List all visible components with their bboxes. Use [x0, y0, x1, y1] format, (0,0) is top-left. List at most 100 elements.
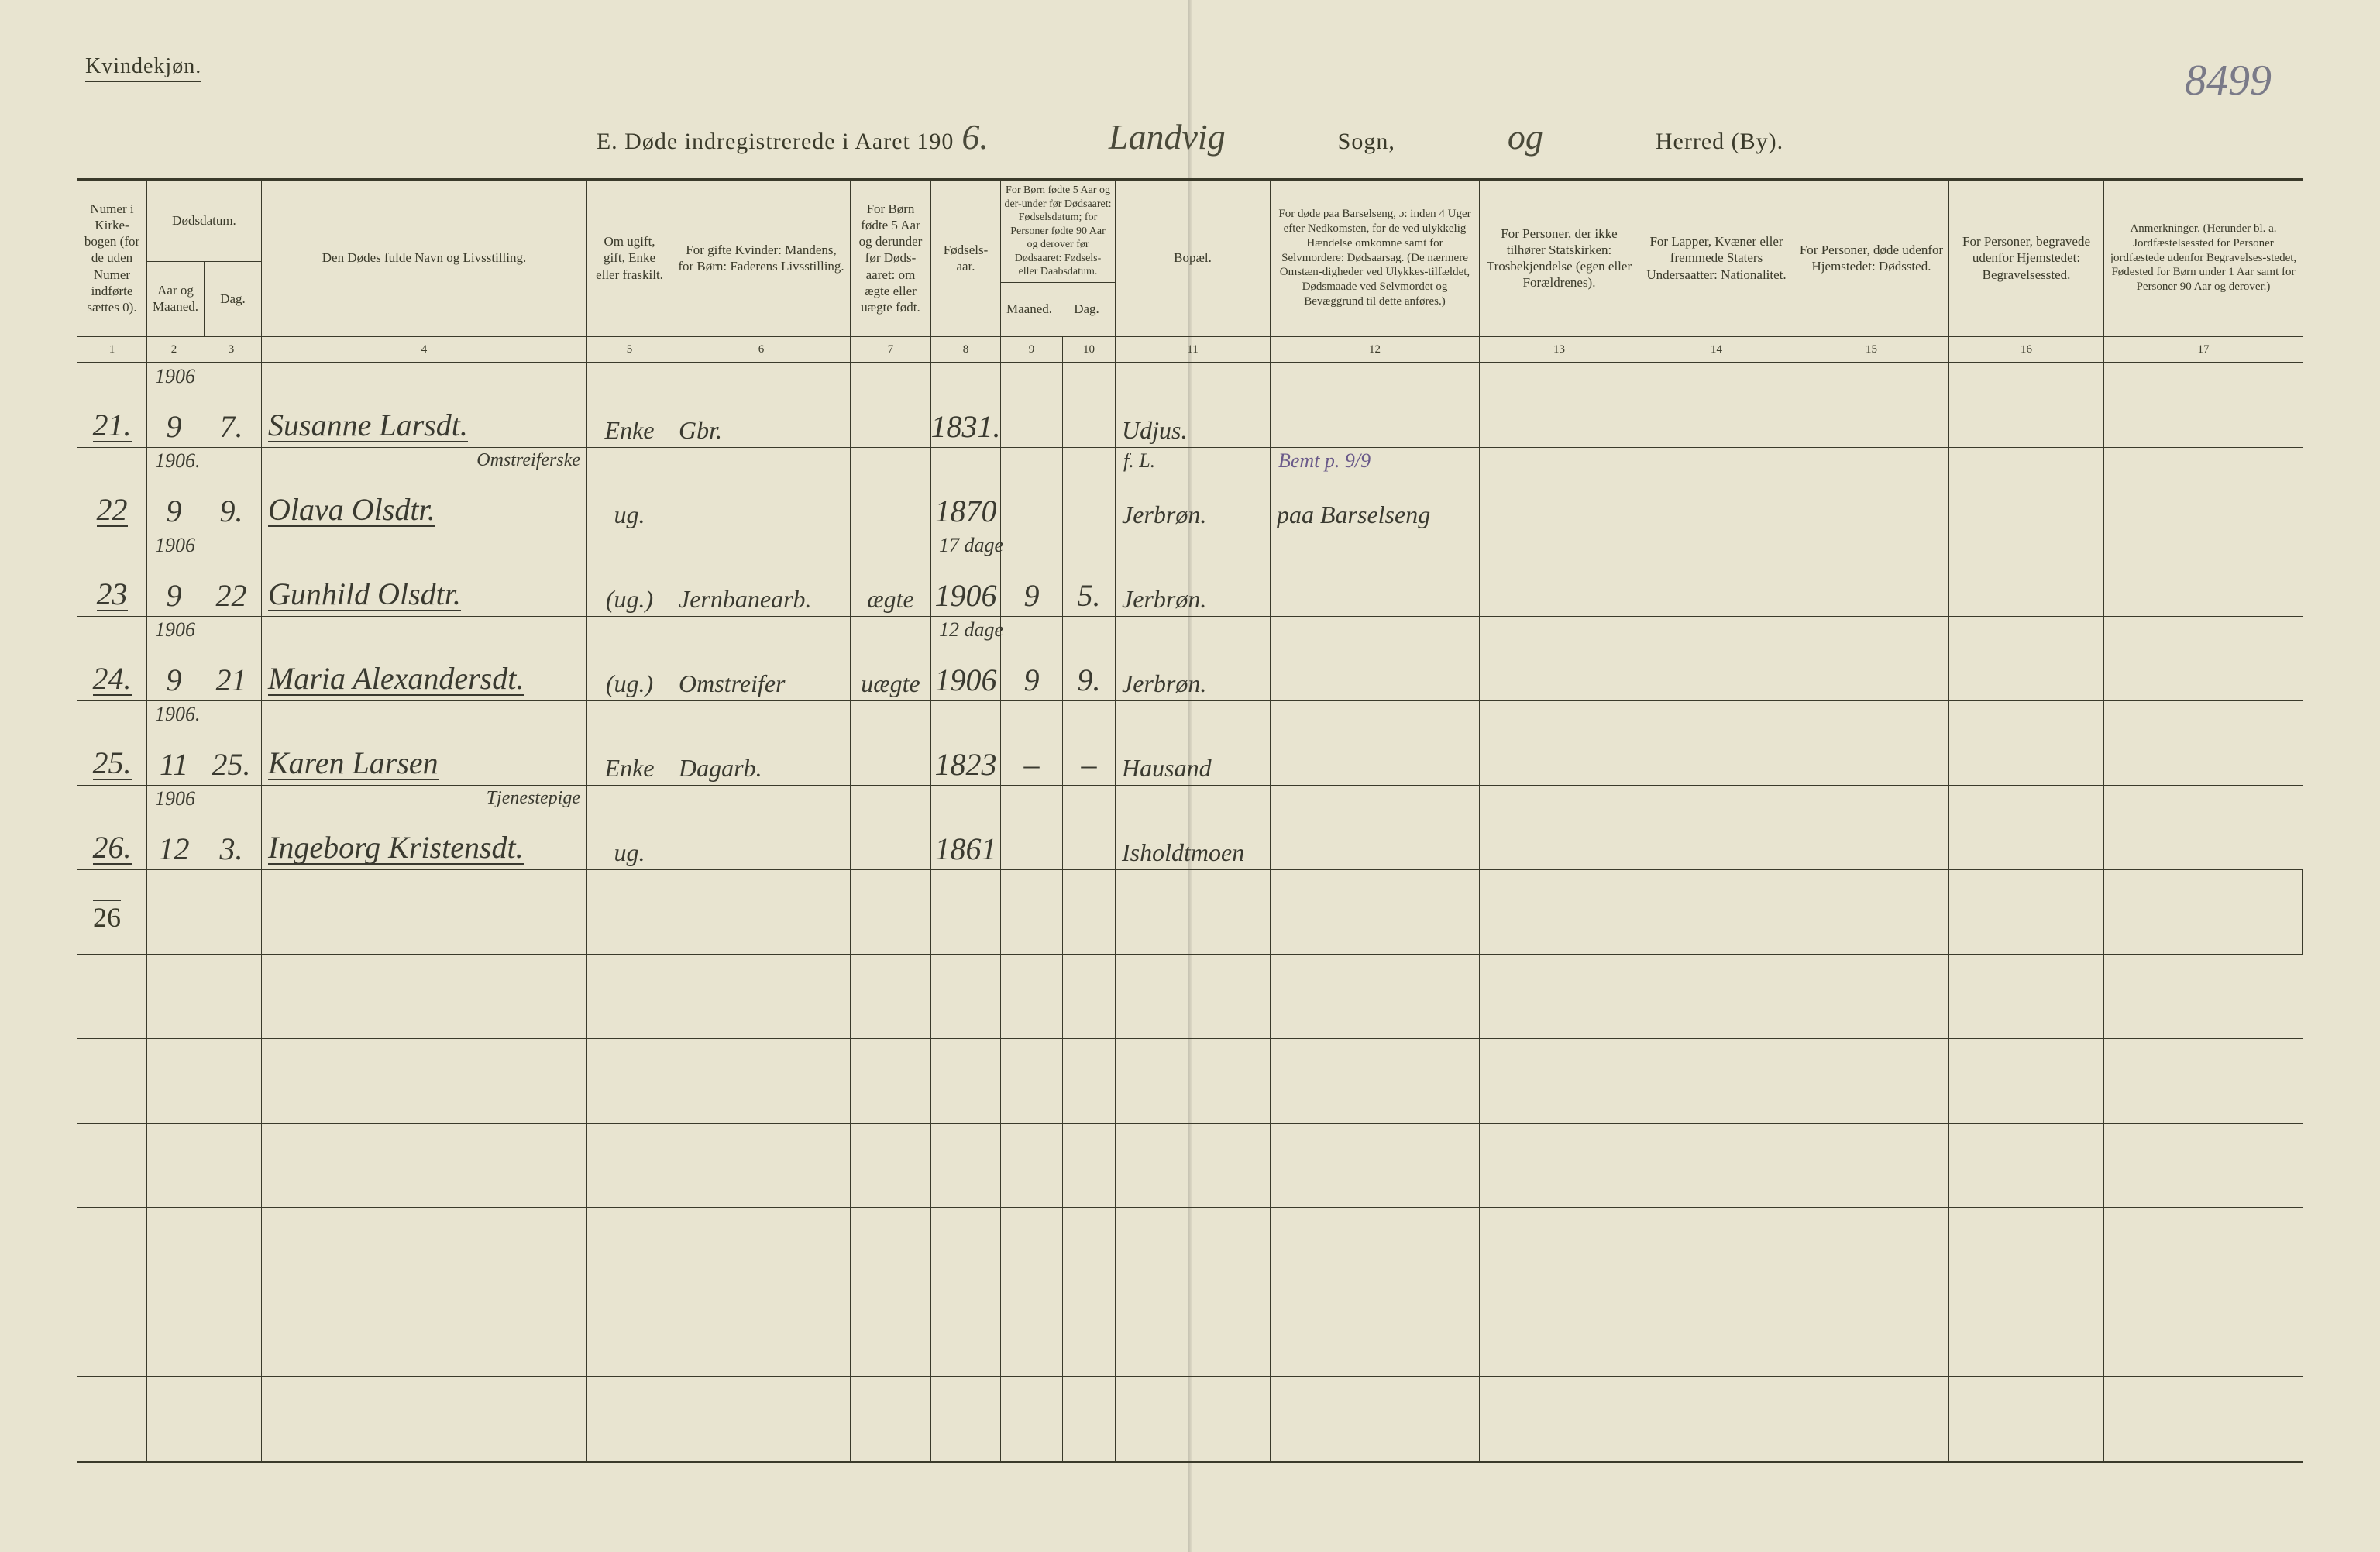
empty-cell	[672, 955, 851, 1038]
cell-text: –	[1024, 749, 1040, 780]
cell-text: uægte	[861, 671, 920, 696]
deceased-name: Karen Larsen	[262, 701, 587, 785]
colnum: 13	[1480, 337, 1639, 362]
cell-text: Gunhild Olsdtr.	[268, 579, 461, 611]
cell-text: 26.	[93, 832, 132, 865]
empty-cell	[1001, 955, 1063, 1038]
death-month: 19069	[147, 617, 201, 700]
empty-cell	[1794, 1292, 1949, 1376]
empty-cell	[851, 1039, 931, 1123]
row-number: 26.	[77, 786, 147, 869]
sogn-label: Sogn,	[1338, 129, 1395, 154]
cell-text: Jernbanearb.	[679, 587, 812, 611]
gender-label: Kvindekjøn.	[85, 54, 201, 82]
empty-cell	[851, 1208, 931, 1292]
hdr-col6: For gifte Kvinder: Mandens, for Børn: Fa…	[672, 181, 851, 336]
colnum: 2	[147, 337, 201, 362]
cell-text: Jerbrøn.	[1122, 671, 1206, 696]
cause	[1271, 786, 1480, 869]
empty-cell	[931, 870, 1001, 954]
cell-text: 5.	[1078, 580, 1101, 611]
row-number: 21.	[77, 363, 147, 447]
c13	[1480, 363, 1639, 447]
colnum: 4	[262, 337, 587, 362]
empty-cell	[1639, 1124, 1794, 1207]
occupation	[672, 786, 851, 869]
empty-cell	[1480, 870, 1639, 954]
hdr-month: Aar og Maaned.	[147, 262, 205, 336]
empty-cell	[1480, 1124, 1639, 1207]
cell-text: 9.	[1078, 665, 1101, 696]
c15	[1794, 363, 1949, 447]
colnum-row: 1 2 3 4 5 6 7 8 9 10 11 12 13 14 15 16 1…	[77, 337, 2303, 363]
cell-text: paa Barselseng	[1277, 502, 1430, 527]
empty-cell	[931, 1292, 1001, 1376]
empty-cell	[672, 870, 851, 954]
legitimacy: ægte	[851, 532, 931, 616]
cell-annotation: 1906.	[155, 451, 201, 471]
empty-cell	[1794, 1124, 1949, 1207]
table-row: 21.190697.Susanne Larsdt.EnkeGbr.1831.Ud…	[77, 363, 2303, 448]
occupation	[672, 448, 851, 532]
death-month: 19069	[147, 532, 201, 616]
empty-cell	[1949, 1039, 2104, 1123]
occupation: Gbr.	[672, 363, 851, 447]
empty-cell	[1001, 1377, 1063, 1461]
empty-cell	[1271, 1377, 1480, 1461]
cell-text: Jerbrøn.	[1122, 502, 1206, 527]
empty-cell	[931, 1039, 1001, 1123]
cell-text: Karen Larsen	[268, 748, 439, 780]
empty-cell	[931, 1377, 1001, 1461]
cell-text: ug.	[614, 840, 645, 865]
hdr-col4: Den Dødes fulde Navn og Livsstilling.	[262, 181, 587, 336]
empty-cell	[672, 1292, 851, 1376]
colnum: 3	[201, 337, 262, 362]
cause	[1271, 363, 1480, 447]
civil-status: ug.	[587, 448, 672, 532]
hdr-bday: Dag.	[1058, 283, 1115, 336]
empty-cell	[1639, 1039, 1794, 1123]
empty-cell	[851, 1377, 931, 1461]
empty-cell	[851, 1292, 931, 1376]
occupation: Omstreifer	[672, 617, 851, 700]
empty-cell	[851, 1124, 931, 1207]
birth-month	[1001, 448, 1063, 532]
cell-annotation: 1906	[155, 789, 195, 809]
cell-annotation: 1906	[155, 620, 195, 640]
colnum: 5	[587, 337, 672, 362]
residence: Jerbrøn.	[1116, 532, 1271, 616]
empty-cell	[262, 1208, 587, 1292]
cell-text: Olava Olsdtr.	[268, 494, 435, 527]
cell-text: Maria Alexandersdt.	[268, 663, 524, 696]
cause	[1271, 532, 1480, 616]
hdr-day: Dag.	[205, 262, 261, 336]
deceased-name: TjenestepigeIngeborg Kristensdt.	[262, 786, 587, 869]
c16	[1949, 532, 2104, 616]
empty-cell	[1639, 955, 1794, 1038]
cell-text: Susanne Larsdt.	[268, 410, 468, 442]
deceased-name: Gunhild Olsdtr.	[262, 532, 587, 616]
cell-annotation: 1906	[155, 366, 195, 387]
cause	[1271, 701, 1480, 785]
cell-text: 22	[216, 580, 247, 611]
civil-status: (ug.)	[587, 532, 672, 616]
empty-cell	[262, 1292, 587, 1376]
empty-cell	[587, 1208, 672, 1292]
death-day: 7.	[201, 363, 262, 447]
birth-year: 12 dage1906	[931, 617, 1001, 700]
hdr-col17: Anmerkninger. (Herunder bl. a. Jordfæste…	[2104, 181, 2303, 336]
empty-cell	[262, 1377, 587, 1461]
empty-cell	[1480, 1292, 1639, 1376]
empty-cell	[1949, 870, 2104, 954]
c15	[1794, 448, 1949, 532]
hdr-bmonth: Maaned.	[1001, 283, 1058, 336]
empty-cell	[2104, 1292, 2303, 1376]
empty-cell	[147, 1039, 201, 1123]
empty-cell	[1271, 955, 1480, 1038]
colnum: 14	[1639, 337, 1794, 362]
cell-text: Enke	[605, 755, 655, 780]
cell-text: 1870	[935, 496, 997, 527]
cell-text: 7.	[220, 411, 243, 442]
empty-cell	[147, 1208, 201, 1292]
empty-cell	[851, 955, 931, 1038]
